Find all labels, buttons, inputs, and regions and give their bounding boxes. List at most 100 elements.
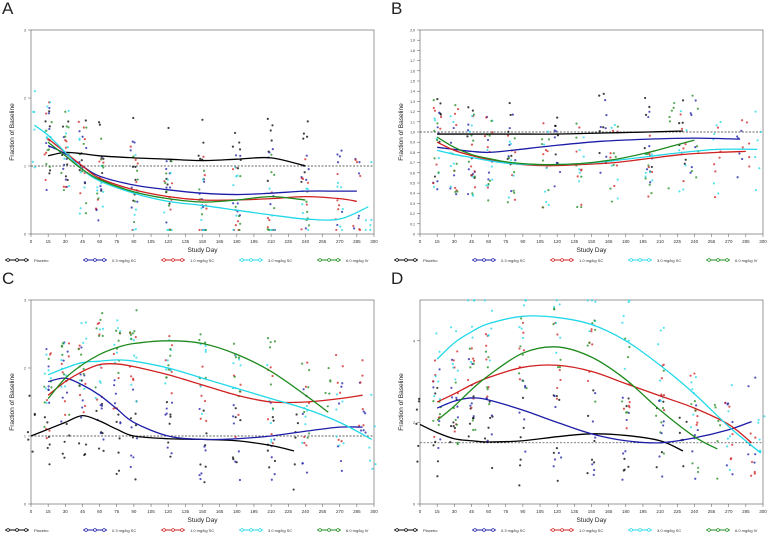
scatter-point <box>169 415 172 418</box>
x-tick-label: 180 <box>233 239 241 244</box>
scatter-point <box>305 404 309 408</box>
scatter-point <box>48 165 51 168</box>
x-tick-label: 195 <box>250 239 258 244</box>
scatter-point <box>45 151 48 154</box>
scatter-point <box>302 388 305 391</box>
scatter-point <box>199 157 202 160</box>
scatter-point <box>231 456 235 459</box>
scatter-point <box>485 116 488 119</box>
scatter-point <box>728 468 731 472</box>
scatter-point <box>432 386 435 389</box>
legend-marker <box>6 528 10 532</box>
legend-marker <box>336 528 340 532</box>
scatter-point <box>467 160 470 163</box>
scatter-point <box>33 166 36 169</box>
scatter-point <box>306 181 310 184</box>
scatter-point <box>167 126 170 130</box>
scatter-point <box>67 109 70 112</box>
scatter-point <box>100 137 103 140</box>
scatter-point <box>558 170 562 174</box>
scatter-point <box>94 386 97 389</box>
scatter-point <box>99 432 102 435</box>
x-tick-label: 225 <box>673 239 681 244</box>
scatter-point <box>170 392 173 395</box>
x-axis-label: Study Day <box>188 517 219 524</box>
scatter-point <box>513 170 516 174</box>
scatter-point <box>662 363 665 366</box>
scatter-point <box>694 409 697 412</box>
scatter-point <box>433 175 437 178</box>
scatter-point <box>713 132 716 136</box>
scatter-point <box>238 228 241 232</box>
scatter-point <box>79 416 83 419</box>
scatter-point <box>558 303 561 306</box>
scatter-point <box>117 371 120 374</box>
scatter-point <box>622 314 625 318</box>
scatter-point <box>113 384 116 387</box>
scatter-point <box>303 410 306 414</box>
scatter-point <box>337 208 340 211</box>
x-axis-label: Study Day <box>577 517 608 524</box>
scatter-point <box>169 354 172 357</box>
scatter-point <box>63 400 66 403</box>
scatter-point <box>205 207 208 210</box>
scatter-point <box>43 425 46 429</box>
scatter-point <box>65 125 68 128</box>
scatter-point <box>718 424 722 427</box>
legend-marker <box>93 528 97 532</box>
scatter-point <box>438 413 442 416</box>
scatter-point <box>232 342 236 345</box>
scatter-point <box>85 146 88 150</box>
scatter-point <box>65 140 68 143</box>
scatter-point <box>456 369 459 372</box>
scatter-point <box>67 355 70 358</box>
scatter-point <box>307 432 311 435</box>
scatter-point <box>471 336 474 339</box>
scatter-point <box>301 177 305 180</box>
y-tick-label: 0.1 <box>410 222 415 226</box>
x-tick-label: 225 <box>284 509 292 514</box>
scatter-point <box>83 404 87 408</box>
scatter-point <box>519 345 522 348</box>
scatter-point <box>662 326 665 329</box>
scatter-point <box>750 460 754 464</box>
scatter-point <box>456 405 459 408</box>
scatter-point <box>491 466 494 470</box>
scatter-point <box>31 450 34 453</box>
scatter-points <box>43 309 332 439</box>
scatter-point <box>678 122 681 125</box>
scatter-point <box>129 417 133 420</box>
scatter-point <box>433 119 437 122</box>
x-tick-label: 45 <box>469 509 475 514</box>
scatter-point <box>374 463 377 466</box>
scatter-point <box>725 445 729 448</box>
scatter-point <box>745 121 749 124</box>
x-tick-label: 165 <box>216 509 224 514</box>
scatter-point <box>369 228 372 232</box>
scatter-point <box>622 407 626 410</box>
scatter-point <box>170 160 173 163</box>
scatter-point <box>48 401 51 404</box>
scatter-point <box>198 473 201 477</box>
scatter-point <box>547 130 550 133</box>
legend-marker <box>725 528 729 532</box>
scatter-point <box>63 440 66 443</box>
scatter-point <box>61 342 65 345</box>
scatter-point <box>83 387 86 390</box>
scatter-point <box>306 361 309 364</box>
scatter-point <box>655 414 658 417</box>
scatter-point <box>48 353 52 356</box>
scatter-point <box>610 200 613 203</box>
scatter-point <box>234 435 237 439</box>
scatter-point <box>725 464 728 467</box>
scatter-point <box>100 366 103 369</box>
scatter-point <box>339 225 342 228</box>
x-axis-label: Study Day <box>188 247 219 254</box>
series-line <box>30 414 295 452</box>
scatter-point <box>201 178 205 181</box>
scatter-point <box>435 332 438 335</box>
scatter-point <box>678 416 681 419</box>
scatter-point <box>727 410 730 413</box>
scatter-point <box>517 372 521 375</box>
legend-marker <box>258 258 262 262</box>
